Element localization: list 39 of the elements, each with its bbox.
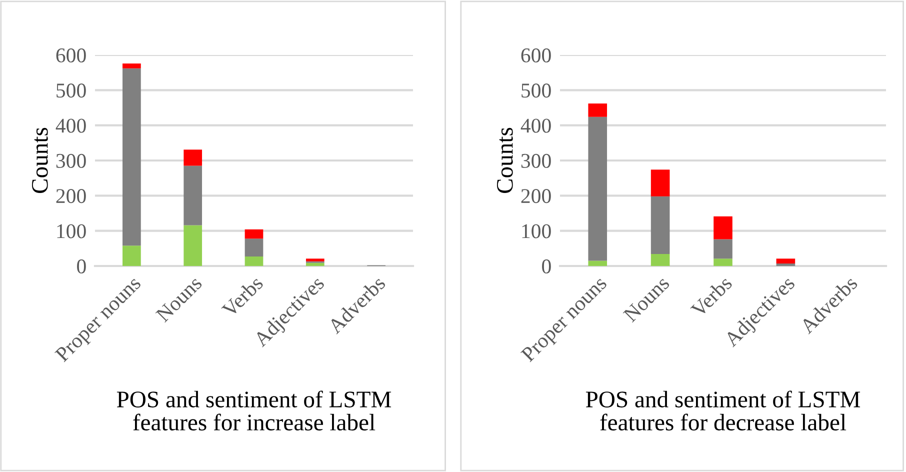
bar bbox=[244, 229, 264, 239]
y-tick-label: 600 bbox=[521, 48, 551, 62]
bar bbox=[650, 196, 670, 254]
bar bbox=[650, 170, 670, 196]
bar bbox=[122, 63, 141, 68]
bar bbox=[244, 256, 264, 266]
y-tick-label: 100 bbox=[522, 224, 551, 238]
bar bbox=[306, 258, 324, 262]
bar bbox=[244, 238, 264, 257]
bar bbox=[122, 246, 141, 266]
x-axis-title: POS and sentiment of LSTM features for increase label bbox=[116, 390, 392, 431]
y-tick-label: 400 bbox=[56, 118, 86, 133]
y-tick-label: 200 bbox=[56, 189, 86, 204]
x-axis-title: POS and sentiment of LSTM features for decrease label bbox=[586, 390, 860, 431]
bar bbox=[776, 258, 796, 264]
y-tick-label: 0 bbox=[542, 259, 551, 274]
y-axis-title: Counts bbox=[496, 128, 513, 193]
bar bbox=[714, 216, 732, 240]
y-axis-title: Counts bbox=[32, 128, 48, 193]
bar bbox=[588, 116, 608, 261]
y-tick-label: 100 bbox=[57, 224, 86, 238]
bar bbox=[588, 260, 608, 266]
y-tick-label: 200 bbox=[521, 189, 551, 204]
y-tick-label: 500 bbox=[522, 84, 551, 98]
y-tick-label: 600 bbox=[56, 48, 86, 62]
bar bbox=[184, 225, 202, 266]
bar bbox=[588, 104, 608, 117]
y-tick-label: 400 bbox=[520, 118, 551, 133]
bar bbox=[306, 262, 324, 266]
y-tick-label: 500 bbox=[56, 84, 86, 98]
bar bbox=[122, 68, 141, 246]
y-tick-label: 0 bbox=[77, 259, 86, 274]
y-tick-label: 300 bbox=[56, 154, 86, 168]
bar bbox=[184, 150, 202, 166]
bar bbox=[650, 254, 670, 266]
bar bbox=[714, 239, 732, 259]
bar bbox=[184, 166, 202, 226]
bar bbox=[714, 258, 732, 266]
y-tick-label: 300 bbox=[521, 154, 551, 168]
